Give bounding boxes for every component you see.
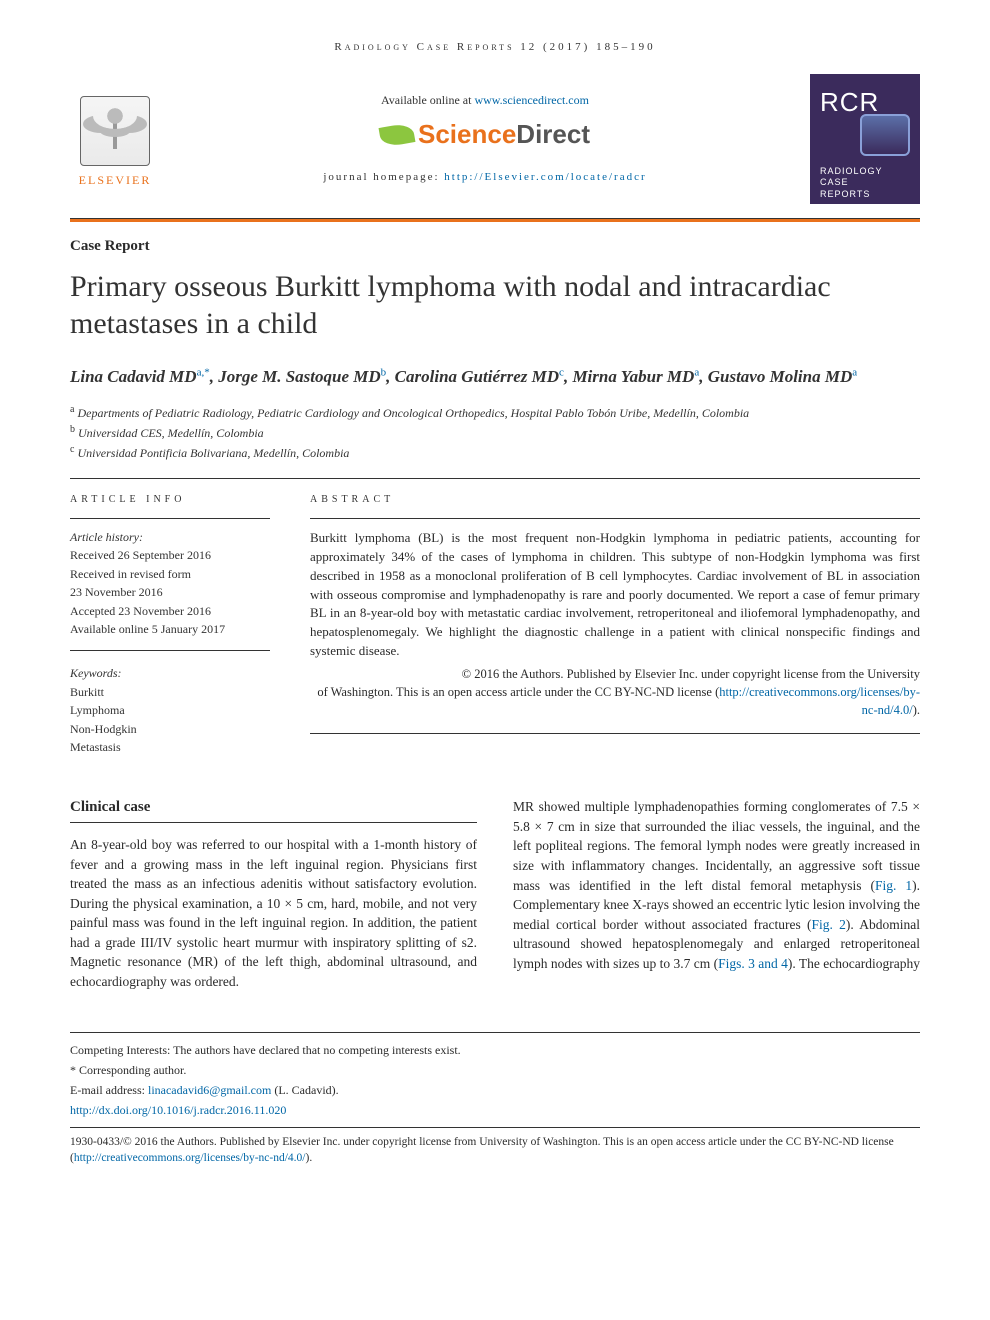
affiliation: c Universidad Pontificia Bolivariana, Me… [70, 442, 920, 462]
affiliation: a Departments of Pediatric Radiology, Pe… [70, 402, 920, 422]
corresponding-author-label: * Corresponding author. [70, 1061, 920, 1079]
elsevier-tree-icon [80, 96, 150, 166]
section-heading-clinical-case: Clinical case [70, 797, 477, 823]
history-label: Article history: [70, 529, 270, 546]
email-label: E-mail address: [70, 1083, 148, 1097]
homepage-line: journal homepage: http://Elsevier.com/lo… [160, 170, 810, 186]
available-online: Available online at www.sciencedirect.co… [160, 92, 810, 109]
affiliation-text: Departments of Pediatric Radiology, Pedi… [74, 406, 749, 420]
email-suffix: (L. Cadavid). [271, 1083, 338, 1097]
author-email-link[interactable]: linacadavid6@gmail.com [148, 1083, 271, 1097]
footnotes: Competing Interests: The authors have de… [70, 1032, 920, 1167]
author-name: , Jorge M. Sastoque MD [210, 367, 381, 386]
article-type: Case Report [70, 236, 920, 258]
figure-ref[interactable]: Fig. 1 [875, 878, 912, 893]
homepage-link[interactable]: http://Elsevier.com/locate/radcr [444, 171, 646, 183]
affiliation: b Universidad CES, Medellín, Colombia [70, 422, 920, 442]
author-list: Lina Cadavid MDa,*, Jorge M. Sastoque MD… [70, 365, 920, 389]
rcr-line-2: CASE [820, 177, 910, 189]
sciencedirect-logo: ScienceDirect [160, 116, 810, 154]
history-lines: Received 26 September 2016 Received in re… [70, 547, 270, 638]
sd-word-2: Direct [516, 119, 590, 149]
elsevier-label: ELSEVIER [79, 172, 152, 189]
elsevier-logo: ELSEVIER [70, 89, 160, 189]
copyright-line-2: of Washington. This is an open access ar… [317, 685, 719, 699]
article-info-column: ARTICLE INFO Article history: Received 2… [70, 493, 270, 757]
doi-link[interactable]: http://dx.doi.org/10.1016/j.radcr.2016.1… [70, 1101, 920, 1119]
history-line: 23 November 2016 [70, 584, 270, 601]
copyright-footer: 1930-0433/© 2016 the Authors. Published … [70, 1127, 920, 1167]
cc-license-link[interactable]: http://creativecommons.org/licenses/by-n… [719, 685, 920, 717]
banner-center: Available online at www.sciencedirect.co… [160, 92, 810, 185]
keywords-block: Keywords: BurkittLymphoma Non-HodgkinMeta… [70, 665, 270, 756]
body-text: ). The echocardiography [788, 956, 920, 971]
competing-interests: Competing Interests: The authors have de… [70, 1041, 920, 1059]
journal-badge: RCR RADIOLOGY CASE REPORTS [810, 74, 920, 204]
sd-swoosh-icon [379, 122, 416, 148]
author-name: , Gustavo Molina MD [699, 367, 852, 386]
author-name: Lina Cadavid MD [70, 367, 197, 386]
cc-license-link[interactable]: http://creativecommons.org/licenses/by-n… [74, 1152, 306, 1164]
body-col-left: Clinical case An 8-year-old boy was refe… [70, 797, 477, 991]
author-name: , Mirna Yabur MD [564, 367, 694, 386]
rule [70, 518, 270, 519]
abstract-text: Burkitt lymphoma (BL) is the most freque… [310, 529, 920, 661]
body-text: MR showed multiple lymphadenopathies for… [513, 799, 920, 892]
publisher-banner: ELSEVIER Available online at www.science… [70, 74, 920, 219]
history-line: Received 26 September 2016 [70, 547, 270, 564]
sd-word-1: Science [418, 119, 516, 149]
email-line: E-mail address: linacadavid6@gmail.com (… [70, 1081, 920, 1099]
figure-ref[interactable]: Fig. 2 [811, 917, 845, 932]
affiliation-text: Universidad CES, Medellín, Colombia [75, 426, 264, 440]
keywords-list: BurkittLymphoma Non-HodgkinMetastasis [70, 684, 270, 757]
affiliation-list: a Departments of Pediatric Radiology, Pe… [70, 402, 920, 462]
affiliation-text: Universidad Pontificia Bolivariana, Mede… [74, 446, 349, 460]
author-affiliation-sup: a,* [197, 366, 210, 378]
rule [70, 478, 920, 479]
rule [70, 650, 270, 651]
sciencedirect-link[interactable]: www.sciencedirect.com [474, 93, 589, 107]
available-prefix: Available online at [381, 93, 474, 107]
rcr-acronym: RCR [820, 84, 910, 122]
keywords-label: Keywords: [70, 665, 270, 682]
keyword: Burkitt [70, 684, 270, 701]
accent-rule [70, 219, 920, 222]
body-paragraph: An 8-year-old boy was referred to our ho… [70, 835, 477, 992]
rule [310, 733, 920, 734]
abstract-column: ABSTRACT Burkitt lymphoma (BL) is the mo… [310, 493, 920, 757]
rcr-line-1: RADIOLOGY [820, 166, 910, 178]
copyright-line-1: © 2016 the Authors. Published by Elsevie… [462, 667, 920, 681]
history-line: Accepted 23 November 2016 [70, 603, 270, 620]
rule [310, 518, 920, 519]
author-name: , Carolina Gutiérrez MD [386, 367, 559, 386]
journal-citation: Radiology Case Reports 12 (2017) 185–190 [70, 40, 920, 56]
figure-ref[interactable]: Figs. 3 and 4 [718, 956, 788, 971]
body-col-right: MR showed multiple lymphadenopathies for… [513, 797, 920, 991]
author-affiliation-sup: a [852, 366, 857, 378]
abstract-heading: ABSTRACT [310, 493, 920, 508]
article-info-heading: ARTICLE INFO [70, 493, 270, 508]
copyright-line-3: ). [913, 703, 920, 717]
article-title: Primary osseous Burkitt lymphoma with no… [70, 268, 920, 343]
body-columns: Clinical case An 8-year-old boy was refe… [70, 797, 920, 991]
info-abstract-row: ARTICLE INFO Article history: Received 2… [70, 493, 920, 757]
rcr-fullname: RADIOLOGY CASE REPORTS [820, 166, 910, 201]
abstract-copyright: © 2016 the Authors. Published by Elsevie… [310, 665, 920, 719]
history-line: Received in revised form [70, 566, 270, 583]
keyword: Non-Hodgkin [70, 721, 270, 738]
issn-suffix: ). [306, 1152, 313, 1164]
homepage-prefix: journal homepage: [323, 171, 444, 183]
keyword: Metastasis [70, 739, 270, 756]
keyword: Lymphoma [70, 702, 270, 719]
body-paragraph: MR showed multiple lymphadenopathies for… [513, 797, 920, 973]
history-line: Available online 5 January 2017 [70, 621, 270, 638]
rcr-line-3: REPORTS [820, 189, 910, 201]
